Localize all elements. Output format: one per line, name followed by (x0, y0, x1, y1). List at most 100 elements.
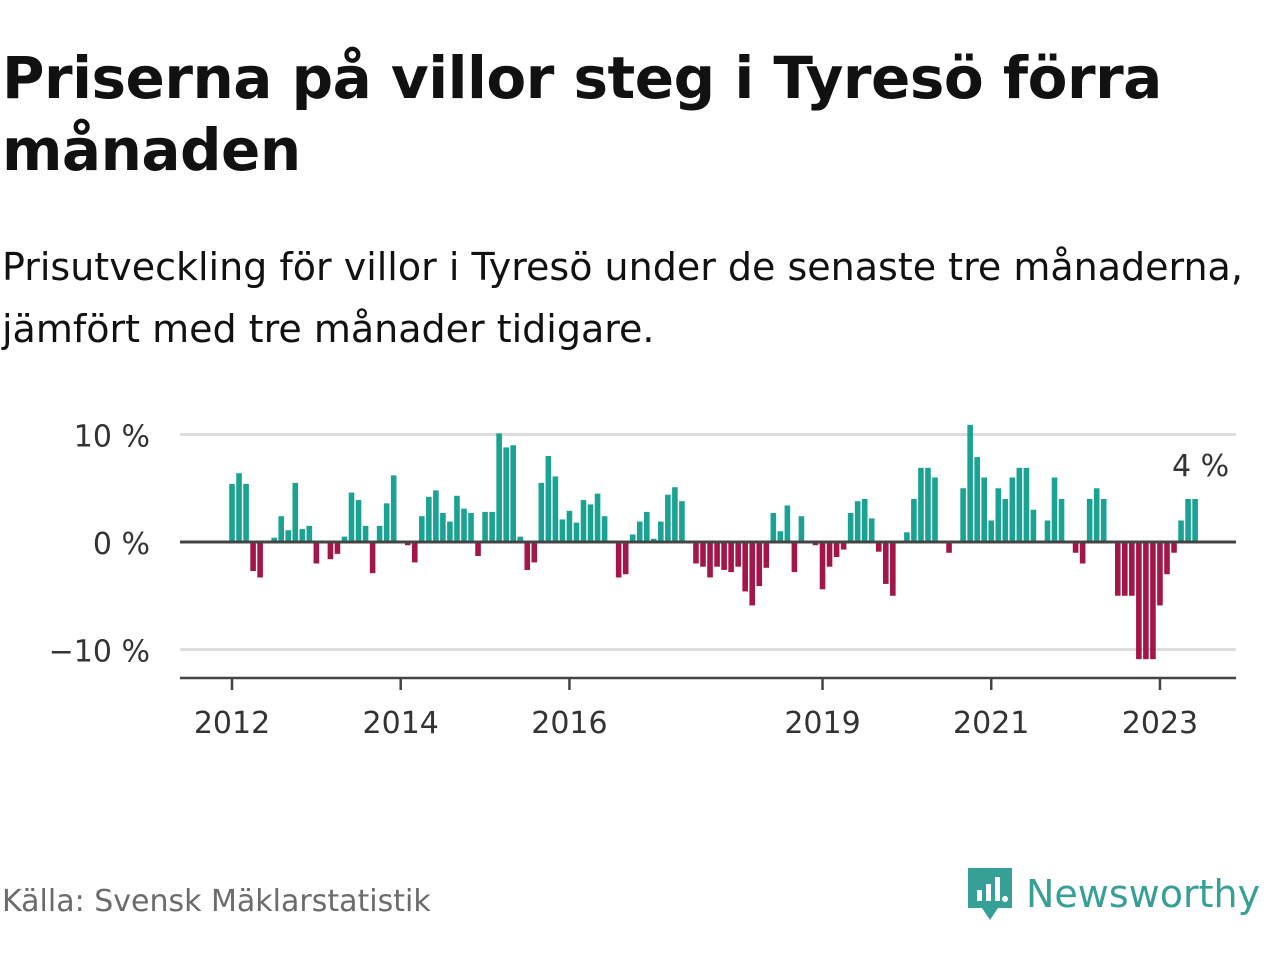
bar-negative (1136, 542, 1142, 660)
bar-positive (559, 519, 566, 542)
bar-negative (882, 542, 889, 584)
bars (229, 424, 1198, 660)
bar-negative (531, 542, 538, 563)
bar-negative (475, 542, 481, 556)
bar-positive (545, 456, 552, 542)
bar-positive (904, 532, 910, 542)
bar-positive (777, 531, 784, 542)
bar-positive (510, 445, 516, 542)
bar-negative (700, 542, 706, 567)
brand-logo: Newsworthy (964, 864, 1260, 924)
y-tick-label: −10 % (49, 635, 150, 670)
bar-positive (517, 536, 524, 542)
bar-positive (643, 511, 650, 542)
last-value-label: 4 % (1172, 449, 1229, 484)
bar-positive (496, 433, 502, 542)
bar-negative (946, 542, 952, 553)
bar-positive (1058, 499, 1065, 542)
bar-positive (1093, 488, 1100, 542)
bar-chart: 10 % 0 % −10 % 2012 2014 2016 2019 2021 2023 4 % (49, 420, 1236, 742)
bar-negative (763, 542, 770, 568)
bar-positive (868, 518, 875, 542)
bar-positive (629, 534, 636, 542)
bar-positive (355, 500, 362, 542)
bar-negative (721, 542, 727, 570)
bar-positive (918, 467, 924, 542)
bar-negative (728, 542, 734, 573)
bar-negative (812, 542, 819, 546)
bar-negative (749, 542, 756, 606)
x-tick-label: 2021 (953, 706, 1029, 741)
bar-positive (1192, 499, 1198, 542)
bar-negative (819, 542, 826, 590)
bar-positive (278, 516, 285, 542)
bar-positive (285, 530, 292, 542)
bar-positive (433, 490, 439, 542)
bar-positive (461, 508, 467, 542)
bar-positive (967, 424, 973, 542)
bar-positive (1185, 499, 1191, 542)
x-tick-label: 2012 (194, 706, 270, 741)
bar-positive (299, 529, 306, 542)
bar-positive (447, 521, 453, 542)
bar-negative (840, 542, 847, 550)
bar-negative (404, 542, 411, 546)
bar-negative (756, 542, 763, 587)
bar-negative (1079, 542, 1086, 564)
gridlines (180, 433, 1236, 651)
bar-positive (995, 488, 1002, 542)
bar-negative (890, 542, 896, 596)
bar-positive (482, 511, 488, 542)
bar-positive (489, 511, 495, 542)
bar-negative (714, 542, 720, 567)
bar-positive (566, 510, 573, 542)
bar-positive (911, 499, 917, 542)
bar-negative (1150, 542, 1156, 660)
bar-positive (383, 503, 390, 542)
bar-positive (601, 516, 608, 542)
bar-positive (770, 512, 777, 542)
bar-negative (1143, 542, 1149, 660)
bar-positive (229, 483, 235, 542)
bar-positive (1009, 477, 1016, 542)
bar-positive (236, 473, 242, 542)
bar-positive (376, 525, 383, 542)
bar-positive (348, 492, 355, 542)
bar-negative (313, 542, 320, 564)
bar-positive (988, 520, 995, 542)
bar-negative (707, 542, 713, 578)
bar-positive (341, 536, 348, 542)
bar-negative (742, 542, 748, 592)
bar-positive (426, 496, 432, 542)
axes (180, 540, 1236, 690)
bar-positive (468, 512, 474, 542)
bar-positive (552, 476, 559, 542)
bar-positive (1100, 499, 1107, 542)
bar-positive (854, 501, 861, 542)
bar-positive (1016, 467, 1023, 542)
bar-positive (538, 482, 545, 542)
bar-positive (390, 475, 397, 542)
bar-positive (672, 487, 678, 542)
bar-negative (615, 542, 622, 578)
bar-negative (875, 542, 882, 552)
bar-negative (524, 542, 531, 570)
bar-positive (1044, 520, 1051, 542)
bar-positive (1086, 499, 1093, 542)
labels: 10 % 0 % −10 % 2012 2014 2016 2019 2021 2023 4 % (49, 420, 1229, 742)
bar-negative (369, 542, 376, 574)
bar-positive (292, 482, 299, 542)
bar-positive (243, 483, 249, 542)
y-tick-label: 0 % (93, 527, 150, 562)
page-title: Priserna på villor steg i Tyresö förra m… (2, 44, 1162, 184)
bar-negative (791, 542, 798, 573)
brand-name: Newsworthy (1026, 872, 1261, 916)
bar-positive (1030, 509, 1037, 542)
bar-negative (1157, 542, 1163, 606)
bar-negative (1072, 542, 1079, 553)
x-tick-label: 2023 (1122, 706, 1198, 741)
bar-positive (573, 522, 580, 542)
bar-positive (636, 521, 643, 542)
bar-positive (784, 505, 791, 542)
bar-negative (327, 542, 334, 560)
